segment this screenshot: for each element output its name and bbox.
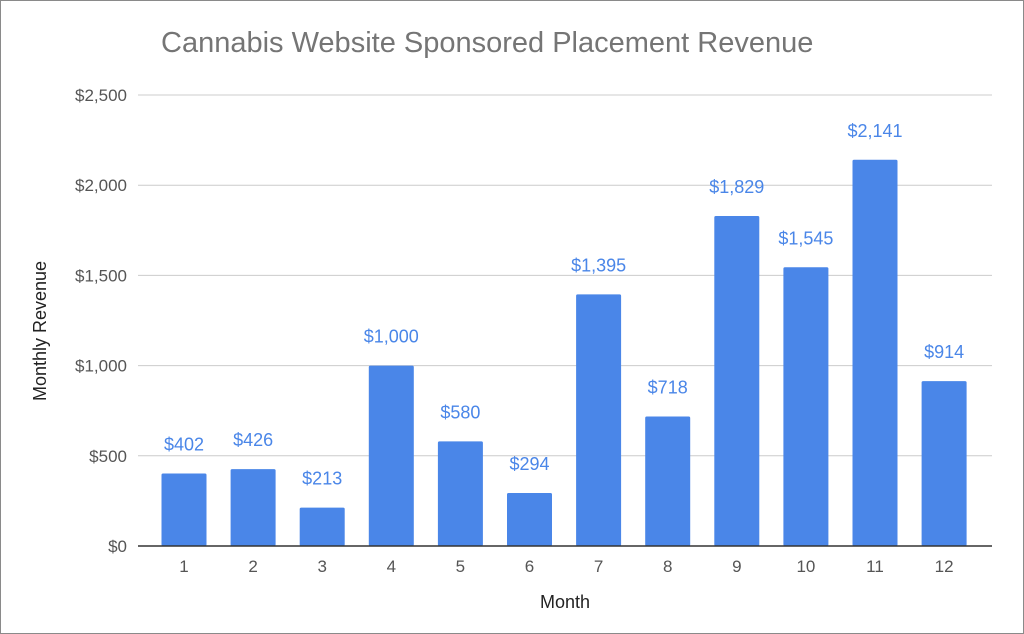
y-tick-label: $2,000 xyxy=(75,176,127,195)
x-tick-label: 2 xyxy=(248,557,257,576)
x-tick-label: 12 xyxy=(935,557,954,576)
bar xyxy=(714,216,760,546)
bar xyxy=(852,159,898,546)
bar xyxy=(507,492,552,546)
x-tick-label: 10 xyxy=(796,557,815,576)
data-label: $402 xyxy=(164,434,204,454)
bar xyxy=(368,365,414,546)
x-tick-label: 6 xyxy=(525,557,534,576)
data-label: $914 xyxy=(924,342,964,362)
data-label: $2,141 xyxy=(847,121,902,141)
data-label: $1,829 xyxy=(709,177,764,197)
data-label: $1,545 xyxy=(778,228,833,248)
y-axis-title: Monthly Revenue xyxy=(30,261,50,401)
x-tick-label: 7 xyxy=(594,557,603,576)
data-label: $426 xyxy=(233,430,273,450)
bar xyxy=(645,416,691,546)
y-tick-label: $1,500 xyxy=(75,266,127,285)
x-tick-label: 1 xyxy=(179,557,188,576)
y-tick-label: $2,500 xyxy=(75,86,127,105)
y-tick-label: $500 xyxy=(89,447,127,466)
y-tick-label: $0 xyxy=(108,537,127,556)
bar xyxy=(921,381,967,546)
bar xyxy=(299,507,345,546)
data-label: $718 xyxy=(648,377,688,397)
data-label: $213 xyxy=(302,469,342,489)
data-label: $294 xyxy=(509,454,549,474)
data-label: $580 xyxy=(440,402,480,422)
bar xyxy=(161,473,207,546)
x-tick-label: 11 xyxy=(866,557,884,576)
x-tick-label: 8 xyxy=(663,557,672,576)
y-tick-label: $1,000 xyxy=(75,357,127,376)
bar xyxy=(783,267,829,546)
bar xyxy=(230,469,276,546)
data-label: $1,395 xyxy=(571,255,626,275)
data-label: $1,000 xyxy=(364,327,419,347)
bar xyxy=(437,441,483,546)
x-tick-label: 9 xyxy=(732,557,741,576)
x-axis-title: Month xyxy=(540,592,590,612)
x-tick-label: 5 xyxy=(456,557,465,576)
x-tick-label: 3 xyxy=(317,557,326,576)
bar xyxy=(576,294,622,546)
chart-title: Cannabis Website Sponsored Placement Rev… xyxy=(161,27,814,59)
x-tick-label: 4 xyxy=(387,557,396,576)
